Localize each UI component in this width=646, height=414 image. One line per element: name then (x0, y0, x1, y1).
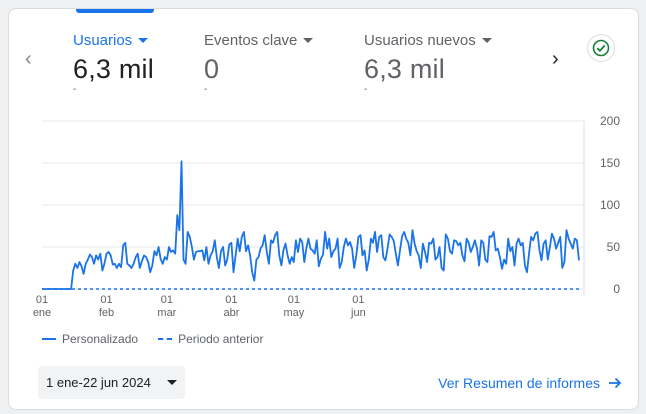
series-line-personalizado (42, 160, 580, 290)
x-tick-month: mar (157, 307, 176, 319)
x-tick-month: ene (33, 307, 51, 319)
metric-value: 0 (204, 54, 220, 84)
metric-tab-eventos-clave[interactable]: Eventos clave 0 - (204, 32, 314, 95)
x-tick-month: may (283, 307, 304, 319)
view-reports-link[interactable]: Ver Resumen de informes (438, 375, 622, 391)
metric-tab-usuarios-nuevos[interactable]: Usuarios nuevos 6,3 mil - (364, 32, 492, 95)
arrow-right-icon (609, 377, 622, 389)
x-tick-month: feb (99, 307, 114, 319)
x-tick-month: jun (350, 307, 366, 319)
chevron-right-icon[interactable]: › (552, 48, 559, 70)
y-tick-label: 50 (607, 240, 621, 254)
users-line-chart: 20015010050001ene01feb01mar01abr01may01j… (33, 114, 621, 319)
x-tick-day: 01 (352, 294, 364, 306)
overview-card: ‹ Usuarios 6,3 mil - Eventos clave 0 - U… (8, 8, 639, 410)
chevron-down-icon (166, 380, 177, 385)
metric-comparison: - (204, 84, 208, 95)
y-tick-label: 0 (613, 282, 620, 296)
x-tick-day: 01 (161, 294, 173, 306)
legend-label: Periodo anterior (178, 332, 264, 346)
metric-comparison: - (364, 84, 368, 95)
legend-label: Personalizado (62, 332, 139, 346)
metric-value: 6,3 mil (73, 54, 154, 84)
legend-item-personalizado: Personalizado (42, 332, 138, 346)
metric-tab-usuarios[interactable]: Usuarios 6,3 mil - (73, 32, 154, 95)
chart-legend: Personalizado Periodo anterior (42, 332, 263, 346)
date-range-label: 1 ene-22 jun 2024 (46, 375, 151, 390)
legend-item-periodo-anterior: Periodo anterior (158, 332, 263, 346)
date-range-button[interactable]: 1 ene-22 jun 2024 (38, 366, 185, 399)
metric-label: Usuarios nuevos (364, 32, 476, 49)
y-tick-label: 150 (600, 156, 620, 170)
metric-label: Usuarios (73, 32, 133, 49)
chevron-down-icon (481, 38, 492, 43)
x-tick-day: 01 (288, 294, 300, 306)
chevron-down-icon (138, 38, 149, 43)
legend-swatch-solid (42, 338, 56, 340)
metric-label: Eventos clave (204, 32, 298, 49)
x-tick-month: abr (223, 307, 239, 319)
x-tick-day: 01 (100, 294, 112, 306)
chevron-left-icon[interactable]: ‹ (25, 48, 32, 70)
report-link-label: Ver Resumen de informes (438, 375, 600, 391)
metric-comparison: - (73, 84, 77, 95)
y-tick-label: 100 (600, 198, 620, 212)
active-tab-indicator (76, 9, 154, 13)
check-circle-icon[interactable] (587, 34, 615, 62)
x-tick-day: 01 (225, 294, 237, 306)
chevron-down-icon (303, 38, 314, 43)
x-tick-day: 01 (36, 294, 48, 306)
metric-value: 6,3 mil (364, 54, 445, 84)
legend-swatch-dashed (158, 338, 173, 340)
y-tick-label: 200 (600, 114, 620, 128)
